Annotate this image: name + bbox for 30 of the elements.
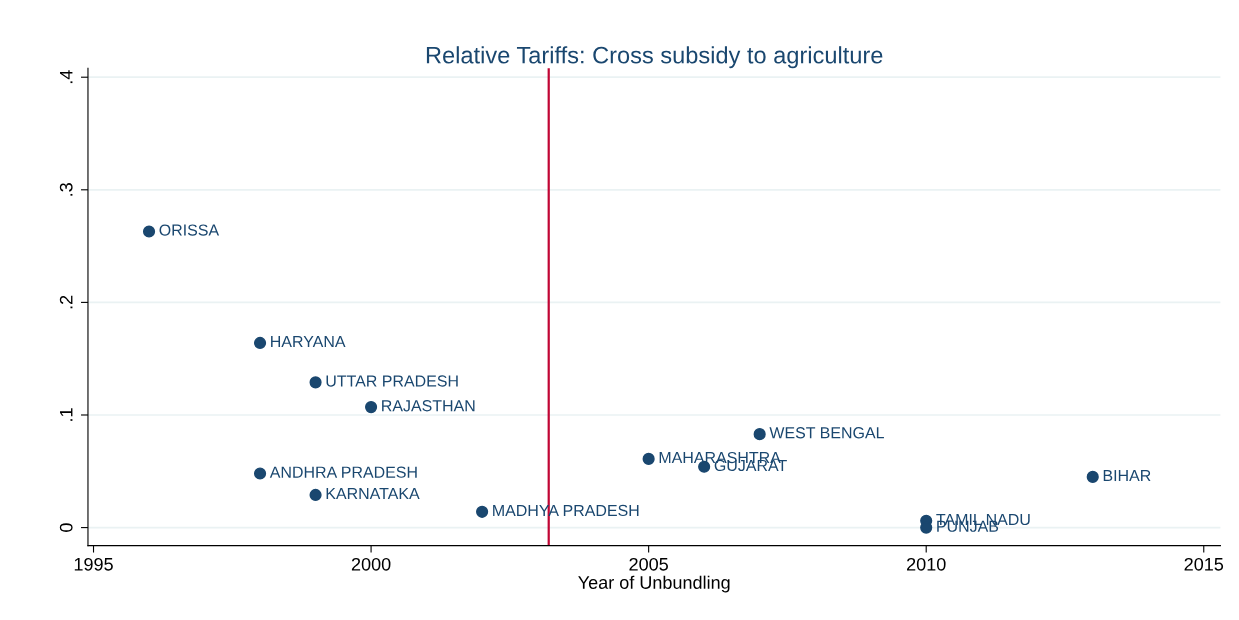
point [309, 488, 322, 502]
y-tick-label: .3 [59, 183, 73, 196]
y-tick-label: .1 [60, 408, 73, 421]
annotation: ORISSA [159, 224, 220, 236]
point [642, 452, 655, 465]
y-tick-label: .2 [59, 295, 73, 309]
point [365, 401, 378, 414]
point [1086, 470, 1099, 483]
x-tick-label: 2015 [1184, 557, 1224, 571]
annotation: RAJASTHAN [382, 400, 475, 412]
x-axis-title: Year of Unbundling [578, 575, 730, 593]
point [309, 376, 322, 389]
chart-title: Relative Tariffs: Cross subsidy to agriculture [426, 46, 883, 69]
annotation: WEST BENGAL [769, 427, 884, 439]
annotation: KARNATAKA [326, 488, 420, 500]
point [476, 505, 489, 518]
point [253, 467, 267, 480]
point [253, 336, 267, 350]
annotation: UTTAR PRADESH [326, 375, 458, 387]
y-tick-label: .4 [60, 70, 73, 84]
x-tick-label: 2010 [907, 557, 946, 571]
point [753, 428, 766, 441]
y-tick-label: 0 [59, 523, 73, 532]
x-tick-label: 2000 [351, 557, 391, 571]
annotation: HARYANA [271, 336, 346, 348]
point [142, 225, 156, 238]
annotation: ANDHRA PRADESH [269, 466, 417, 478]
x-tick-label: 2005 [629, 557, 668, 571]
annotation: BIHAR [1103, 470, 1151, 482]
x-tick-label: 1995 [74, 557, 113, 571]
